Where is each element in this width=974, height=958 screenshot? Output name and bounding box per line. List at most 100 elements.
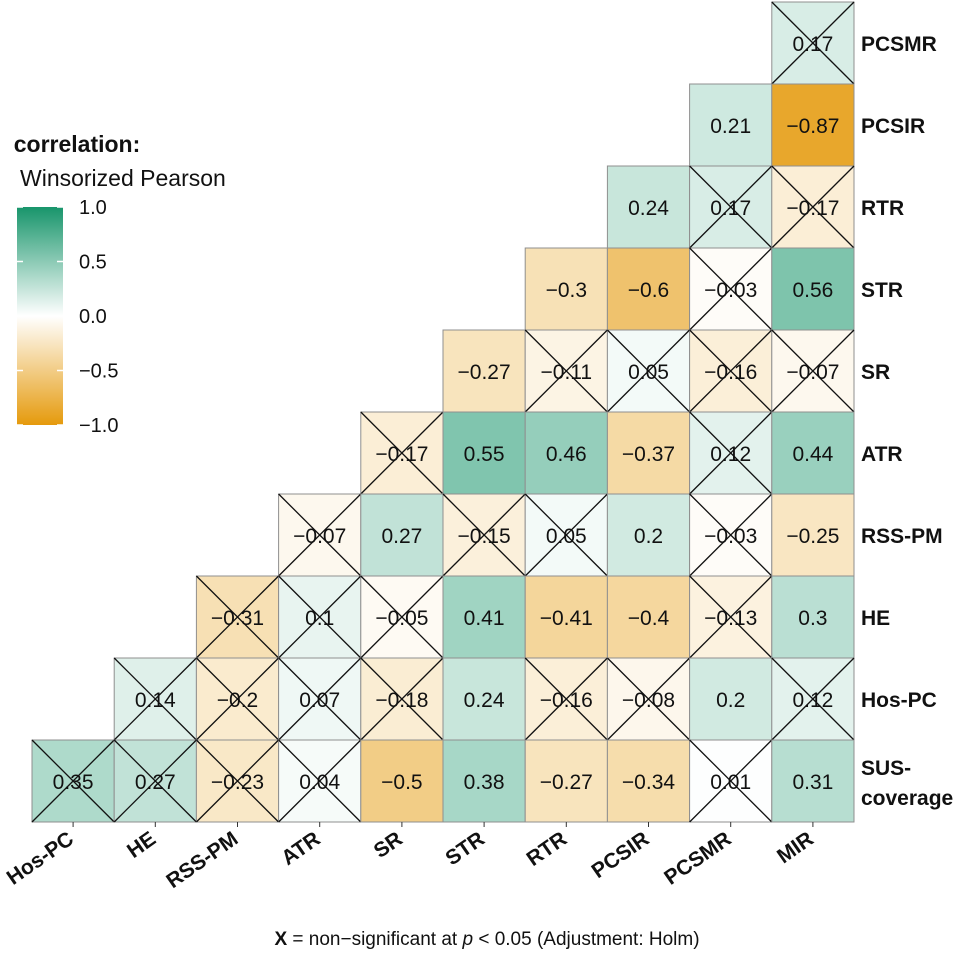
heatmap-cell: −0.31: [195, 575, 280, 659]
legend-tick-label: 0.5: [79, 252, 107, 274]
row-label: RTR: [861, 197, 904, 220]
footnote-marker: X: [274, 929, 288, 950]
heatmap-cell: 0.17: [689, 165, 773, 249]
heatmap-cell: 0.17: [771, 1, 855, 85]
heatmap-cell: −0.03: [689, 247, 773, 331]
cell-value-label: −0.2: [217, 689, 258, 712]
cell-fill: [524, 247, 608, 331]
nonsignificant-cross: [689, 411, 773, 495]
cell-value-label: 0.1: [305, 607, 334, 630]
nonsignificant-cross: [195, 575, 280, 659]
cell-value-label: 0.35: [53, 771, 94, 794]
heatmap-cell: −0.18: [360, 657, 444, 741]
heatmap-cell: 0.27: [113, 739, 197, 823]
cell-value-label: 0.44: [792, 443, 833, 466]
heatmap-cell: 0.05: [606, 329, 691, 413]
row-label: Hos-PC: [861, 689, 937, 712]
cell-value-label: −0.17: [375, 443, 428, 466]
nonsignificant-cross: [689, 165, 773, 249]
cell-value-label: −0.31: [211, 607, 264, 630]
nonsignificant-cross: [524, 493, 608, 577]
cell-value-label: −0.16: [704, 361, 757, 384]
nonsignificant-cross: [524, 329, 608, 413]
nonsignificant-cross: [606, 329, 691, 413]
cell-value-label: 0.07: [299, 689, 340, 712]
cell-fill: [524, 575, 608, 659]
cell-fill: [771, 739, 855, 823]
heatmap-cell: −0.2: [195, 657, 280, 741]
heatmap-cell: 0.31: [771, 739, 855, 823]
heatmap-cell: 0.21: [689, 83, 773, 167]
heatmap-cell: 0.24: [442, 657, 526, 741]
cell-value-label: −0.23: [211, 771, 264, 794]
heatmap-cell: −0.87: [771, 83, 855, 167]
footnote-text-after: < 0.05 (Adjustment: Holm): [473, 929, 700, 950]
heatmap-cell: 0.01: [689, 739, 773, 823]
row-label: HE: [861, 607, 890, 630]
nonsignificant-cross: [771, 657, 855, 741]
legend-tick-label: −0.5: [79, 361, 118, 383]
cell-fill: [771, 247, 855, 331]
heatmap-cell: −0.15: [442, 493, 526, 577]
heatmap-cell: 0.2: [606, 493, 691, 577]
cell-value-label: 0.01: [710, 771, 751, 794]
heatmap-cell: −0.16: [689, 329, 773, 413]
heatmap-cell: −0.07: [771, 329, 855, 413]
row-label: SUS-: [861, 757, 911, 780]
footnote-text-before: = non−significant at: [287, 929, 463, 950]
cell-value-label: −0.15: [458, 525, 511, 548]
heatmap-cell: −0.3: [524, 247, 608, 331]
cell-value-label: −0.07: [786, 361, 839, 384]
nonsignificant-cross: [689, 247, 773, 331]
cell-value-label: 0.38: [464, 771, 505, 794]
footnote: X = non−significant at p < 0.05 (Adjustm…: [0, 929, 974, 951]
cell-value-label: 0.56: [792, 279, 833, 302]
cell-fill: [771, 575, 855, 659]
nonsignificant-cross: [689, 329, 773, 413]
cell-value-label: −0.27: [540, 771, 593, 794]
cell-value-label: −0.6: [628, 279, 669, 302]
cell-fill: [524, 411, 608, 495]
footnote-p-symbol: p: [462, 929, 474, 950]
column-label: Hos-PC: [3, 827, 78, 889]
legend-tick-label: −1.0: [79, 415, 118, 437]
nonsignificant-cross: [31, 739, 115, 823]
heatmap-cell: 0.04: [278, 739, 362, 823]
cell-value-label: −0.05: [375, 607, 428, 630]
correlation-heatmap: correlation: Winsorized Pearson 1.0 0.5 0.…: [3, 1, 953, 893]
heatmap-cell: −0.41: [524, 575, 608, 659]
cell-value-label: 0.55: [464, 443, 505, 466]
cell-fill: [606, 165, 691, 249]
cell-value-label: −0.3: [546, 279, 587, 302]
heatmap-cell: 0.1: [278, 575, 362, 659]
heatmap-cell: −0.25: [771, 493, 855, 577]
cell-value-label: −0.17: [786, 197, 839, 220]
heatmap-cell: −0.5: [360, 739, 444, 823]
heatmap-cell: −0.6: [606, 247, 691, 331]
cell-value-label: 0.31: [792, 771, 833, 794]
nonsignificant-cross: [689, 575, 773, 659]
cell-fill: [442, 575, 526, 659]
nonsignificant-cross: [606, 657, 691, 741]
nonsignificant-cross: [771, 1, 855, 85]
row-label: STR: [861, 279, 903, 302]
cell-value-label: −0.11: [541, 361, 593, 384]
nonsignificant-cross: [278, 657, 362, 741]
row-label: ATR: [861, 443, 903, 466]
cell-value-label: 0.12: [710, 443, 751, 466]
cell-fill: [771, 411, 855, 495]
heatmap-cell: 0.3: [771, 575, 855, 659]
cell-value-label: −0.37: [622, 443, 675, 466]
cell-value-label: 0.46: [546, 443, 587, 466]
cell-fill: [771, 83, 855, 167]
heatmap-cell: −0.03: [689, 493, 773, 577]
heatmap-cell: 0.12: [689, 411, 773, 495]
heatmap-cell: −0.08: [606, 657, 691, 741]
nonsignificant-cross: [771, 329, 855, 413]
column-label: HE: [123, 827, 160, 863]
nonsignificant-cross: [689, 739, 773, 823]
row-label: coverage: [861, 787, 953, 810]
cell-value-label: 0.04: [299, 771, 340, 794]
column-label: RTR: [523, 827, 572, 871]
cell-value-label: 0.05: [628, 361, 669, 384]
